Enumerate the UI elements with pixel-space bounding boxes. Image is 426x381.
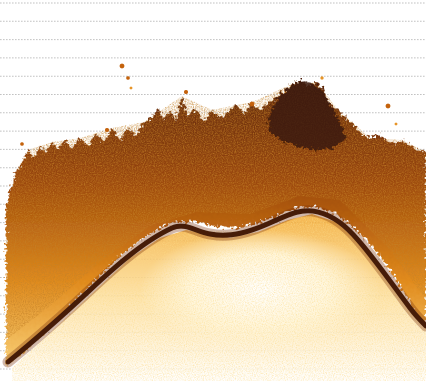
dense-school-mark	[268, 80, 346, 150]
sub-bottom-speckle	[12, 214, 426, 381]
isolated-echoes	[20, 63, 398, 146]
seabed-trace	[5, 208, 426, 365]
seabed-trace-halo	[2, 205, 426, 368]
